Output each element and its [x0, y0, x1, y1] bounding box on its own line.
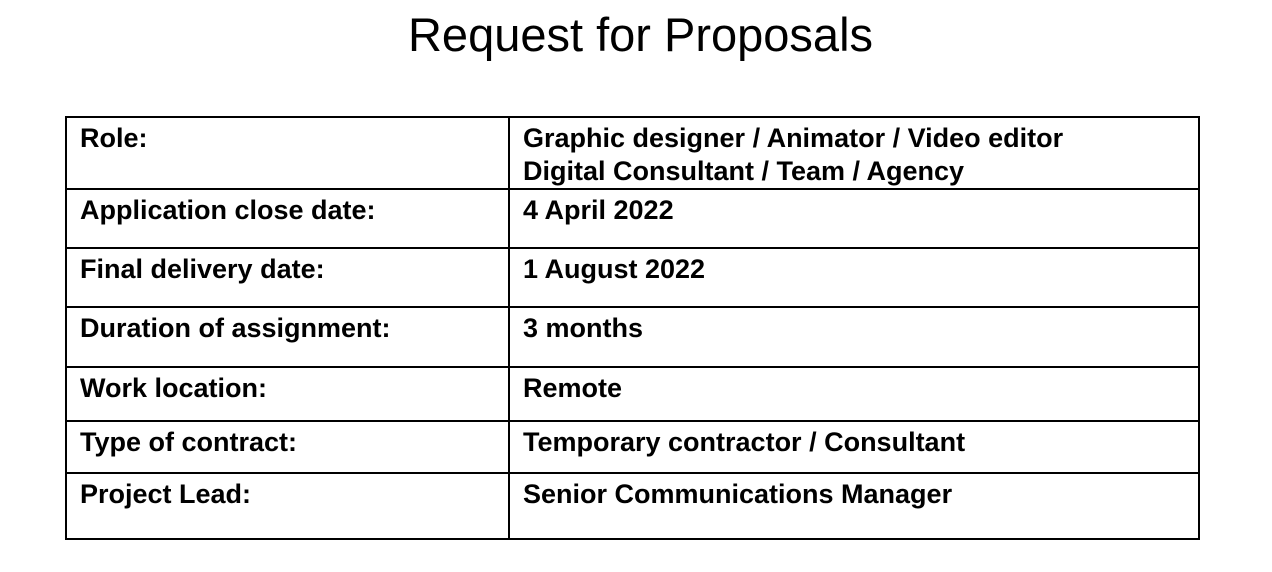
row-value-application-close-date: 4 April 2022: [508, 188, 1200, 249]
row-value-project-lead: Senior Communications Manager: [508, 472, 1200, 540]
role-value-line-1: Graphic designer / Animator / Video edit…: [523, 123, 1064, 153]
row-label-final-delivery-date: Final delivery date:: [65, 247, 510, 308]
row-value-final-delivery-date: 1 August 2022: [508, 247, 1200, 308]
row-label-duration: Duration of assignment:: [65, 306, 510, 368]
table-row-final-delivery-date: Final delivery date: 1 August 2022: [65, 247, 1200, 308]
table-row-work-location: Work location: Remote: [65, 366, 1200, 422]
row-label-contract-type: Type of contract:: [65, 420, 510, 474]
rfp-details-table: Role: Graphic designer / Animator / Vide…: [65, 116, 1200, 540]
table-row-project-lead: Project Lead: Senior Communications Mana…: [65, 472, 1200, 540]
row-value-work-location: Remote: [508, 366, 1200, 422]
row-label-application-close-date: Application close date:: [65, 188, 510, 249]
table-row-contract-type: Type of contract: Temporary contractor /…: [65, 420, 1200, 474]
row-label-project-lead: Project Lead:: [65, 472, 510, 540]
table-row-application-close-date: Application close date: 4 April 2022: [65, 188, 1200, 249]
role-value-line-2: Digital Consultant / Team / Agency: [523, 156, 965, 186]
row-value-contract-type: Temporary contractor / Consultant: [508, 420, 1200, 474]
table-row-duration: Duration of assignment: 3 months: [65, 306, 1200, 368]
page-title: Request for Proposals: [407, 8, 874, 61]
row-label-role: Role:: [65, 116, 510, 190]
row-label-work-location: Work location:: [65, 366, 510, 422]
row-value-role: Graphic designer / Animator / Video edit…: [508, 116, 1200, 190]
row-value-duration: 3 months: [508, 306, 1200, 368]
table-row-role: Role: Graphic designer / Animator / Vide…: [65, 116, 1200, 190]
